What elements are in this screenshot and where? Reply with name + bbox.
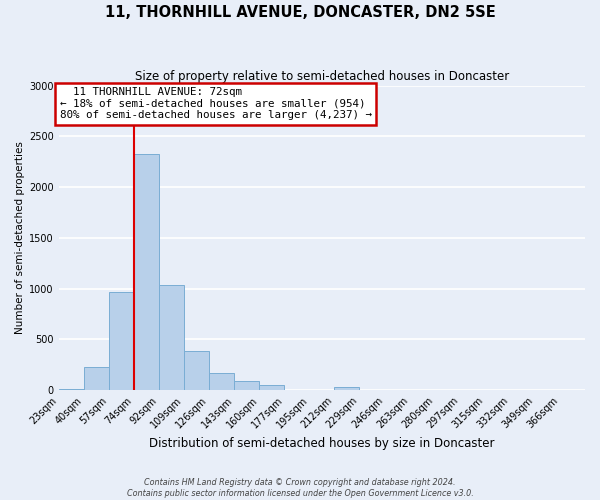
Bar [159, 284, 184, 391]
Bar [184, 350, 209, 391]
Bar [334, 387, 359, 390]
Y-axis label: Number of semi-detached properties: Number of semi-detached properties [15, 142, 25, 334]
Text: 11 THORNHILL AVENUE: 72sqm
← 18% of semi-detached houses are smaller (954)
80% o: 11 THORNHILL AVENUE: 72sqm ← 18% of semi… [59, 87, 371, 120]
Text: Contains HM Land Registry data © Crown copyright and database right 2024.
Contai: Contains HM Land Registry data © Crown c… [127, 478, 473, 498]
X-axis label: Distribution of semi-detached houses by size in Doncaster: Distribution of semi-detached houses by … [149, 437, 494, 450]
Title: Size of property relative to semi-detached houses in Doncaster: Size of property relative to semi-detach… [135, 70, 509, 83]
Bar [109, 292, 134, 390]
Bar [234, 381, 259, 390]
Bar [259, 385, 284, 390]
Bar [59, 389, 84, 390]
Bar [84, 367, 109, 390]
Text: 11, THORNHILL AVENUE, DONCASTER, DN2 5SE: 11, THORNHILL AVENUE, DONCASTER, DN2 5SE [104, 5, 496, 20]
Bar [134, 154, 159, 390]
Bar [209, 372, 234, 390]
